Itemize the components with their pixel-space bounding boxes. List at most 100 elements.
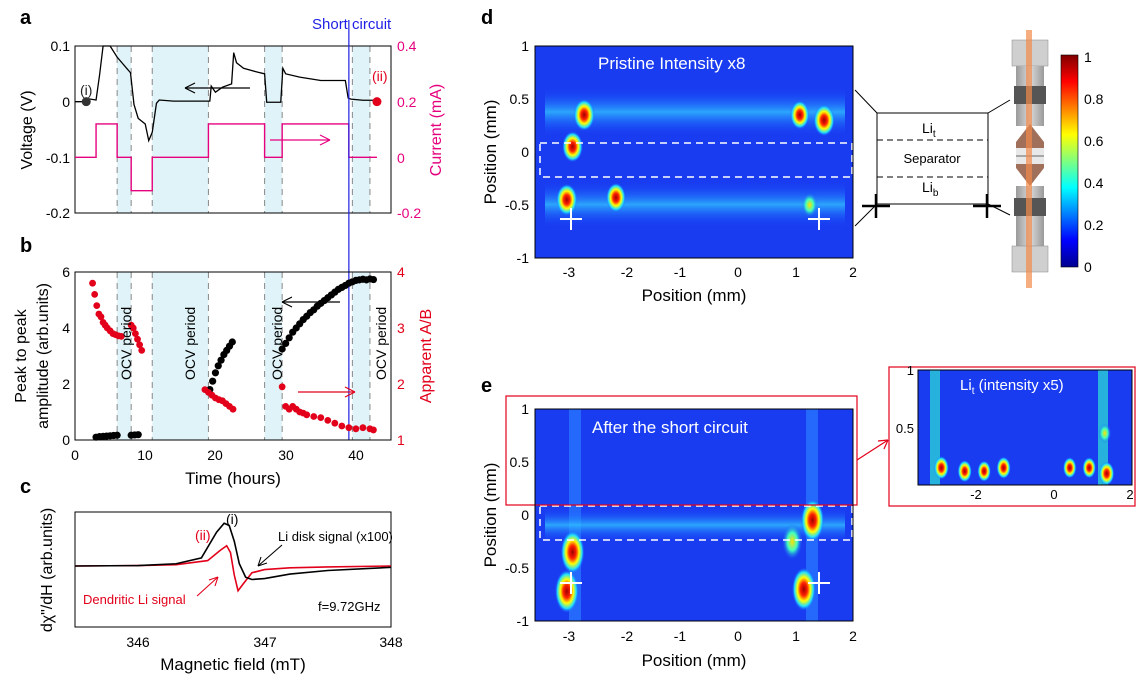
- inset-xtick: -2: [970, 487, 982, 502]
- hotspot: [1063, 457, 1077, 479]
- e-xtick: 0: [734, 628, 742, 644]
- panel-c-red-line: [74, 544, 392, 593]
- panel-c-dend-label: Dendritic Li signal: [83, 592, 186, 607]
- ratio-point: [317, 414, 325, 421]
- a-ytick: -0.1: [46, 150, 70, 166]
- heatmap-e-zoom-box: [505, 395, 858, 506]
- point-ii-label: (ii): [372, 68, 388, 84]
- ratio-point: [131, 330, 139, 337]
- panel-d: d Pristine Intensity x8 1 0.5 0 -0.5 -1 …: [481, 7, 857, 305]
- d-ytick: -0.5: [505, 197, 529, 213]
- panel-b-xticks: 0 10 20 30 40: [71, 447, 364, 463]
- amplitude-point: [214, 362, 222, 370]
- heatmap-d-band-bottom: [545, 182, 845, 227]
- amplitude-point: [209, 377, 217, 385]
- hotspot: [977, 460, 991, 482]
- inset-title: Lit (intensity x5): [960, 377, 1064, 397]
- panel-a-y2ticks: 0.4 0.2 0 -0.2: [397, 38, 421, 221]
- ratio-point: [136, 341, 144, 349]
- panel-d-ylabel: Position (mm): [481, 100, 500, 205]
- inset-heatmap-frame: [917, 369, 1133, 486]
- a-ytick: 0: [62, 94, 70, 110]
- hotspot: [1098, 423, 1112, 444]
- point-ii-marker: [372, 97, 382, 107]
- a-ytick: -0.2: [46, 205, 70, 221]
- a-y2tick: 0: [397, 150, 405, 166]
- inset-heatmap-bg: [918, 370, 1132, 485]
- ratio-point: [345, 424, 353, 432]
- cross-marker: [560, 208, 582, 230]
- d-xtick: -3: [563, 264, 576, 280]
- hotspot: [573, 99, 595, 131]
- b-ytick: 2: [62, 376, 70, 392]
- d-xtick: 2: [849, 264, 857, 280]
- ocv-region: [264, 272, 283, 440]
- inset-ytick: 0.5: [896, 421, 914, 436]
- ratio-point: [138, 347, 146, 354]
- ocv-region: [152, 272, 209, 440]
- b-ytick: 6: [62, 264, 70, 280]
- panel-c: c (ii) (i) Li disk signal (x100) Dendrit…: [20, 476, 403, 674]
- heatmap-d-separator-box: [539, 142, 853, 178]
- ratio-point: [303, 411, 311, 419]
- b-ytick: 0: [62, 432, 70, 448]
- panel-b-y2label: Apparent A/B: [418, 309, 435, 403]
- d-xtick: -1: [674, 264, 687, 280]
- amplitude-point: [369, 275, 378, 284]
- panel-b-yticks: 6 4 2 0: [62, 264, 70, 448]
- schematic-top-label: Lit: [922, 120, 936, 140]
- panel-a: a Short circuit (i) (ii) 0.1 0 -0.1 -0.2…: [19, 7, 445, 440]
- cross-marker: [973, 194, 1001, 218]
- heatmap-e-separator-box: [539, 505, 853, 541]
- point-i-label: (i): [80, 82, 92, 98]
- ocv-label: OCV period: [182, 307, 198, 380]
- panel-c-frame: [74, 511, 392, 628]
- hotspot: [606, 182, 626, 213]
- amplitude-point: [285, 334, 293, 342]
- panel-d-yticks: 1 0.5 0 -0.5 -1: [505, 38, 529, 266]
- hotspot: [957, 460, 972, 483]
- panel-c-xticks: 346 347 348: [126, 634, 403, 650]
- panel-c-freq-label: f=9.72GHz: [318, 599, 381, 614]
- inset-ytick: 1: [907, 363, 914, 378]
- panel-b-black-points: [92, 275, 378, 441]
- panel-a-ylabel: Voltage (V): [19, 90, 36, 169]
- b-y2tick: 1: [397, 432, 405, 448]
- inset-xtick: 0: [1050, 487, 1057, 502]
- c-xtick: 346: [126, 634, 150, 650]
- hotspot: [554, 569, 579, 613]
- d-ytick: -1: [517, 250, 530, 266]
- hotspot: [782, 523, 803, 560]
- e-xtick: -3: [563, 628, 576, 644]
- colorbar-tick: 1: [1084, 49, 1092, 65]
- hotspot: [801, 193, 818, 217]
- e-xtick: -2: [621, 628, 634, 644]
- heatmap-d-crosses: [560, 208, 830, 230]
- e-xtick: -1: [674, 628, 687, 644]
- panel-c-label-i: (i): [226, 511, 238, 527]
- ratio-point: [93, 302, 101, 309]
- ratio-point: [117, 333, 125, 340]
- a-y2tick: 0.4: [397, 38, 417, 54]
- panel-c-xlabel: Magnetic field (mT): [160, 655, 305, 674]
- schematic-bottom-label: Lib: [922, 179, 939, 199]
- short-circuit-label: Short circuit: [312, 16, 392, 33]
- panel-a-frame: [74, 45, 392, 214]
- panel-e-xlabel: Position (mm): [642, 651, 747, 670]
- d-xtick: -2: [621, 264, 634, 280]
- panel-label-b: b: [20, 235, 32, 257]
- panel-b-ocv-regions: [116, 272, 371, 440]
- ratio-point: [278, 383, 286, 391]
- colorbar-tick: 0.6: [1084, 133, 1104, 149]
- panel-c-arrows: [196, 544, 283, 597]
- e-ytick: 0: [521, 507, 529, 523]
- ocv-label: OCV period: [118, 307, 134, 380]
- hotspot: [560, 530, 585, 574]
- ratio-point: [129, 324, 137, 332]
- heatmap-d-frame: [534, 45, 854, 259]
- inset-xticks: -2 0 2: [970, 487, 1133, 502]
- panel-label-d: d: [481, 7, 493, 29]
- ratio-point: [324, 417, 332, 424]
- d-xtick: 0: [734, 264, 742, 280]
- inset-xtick: 2: [1126, 487, 1133, 502]
